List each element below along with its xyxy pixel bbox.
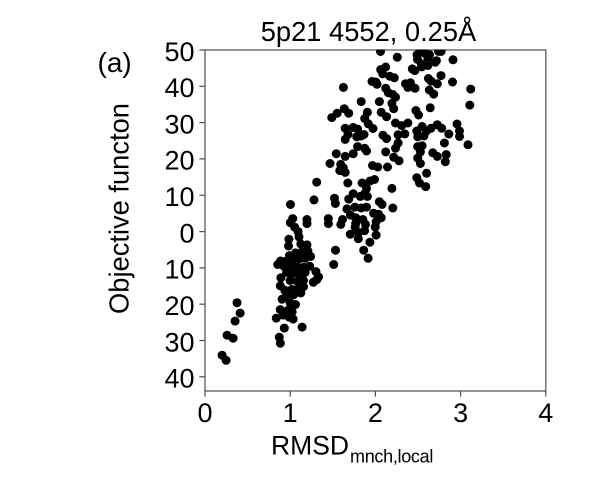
svg-text:3: 3 [453,398,468,428]
svg-text:4: 4 [538,398,553,428]
svg-text:20: 20 [164,291,194,321]
svg-text:20: 20 [164,146,194,176]
svg-text:50: 50 [164,37,194,67]
svg-text:10: 10 [164,182,194,212]
svg-text:mnch,local: mnch,local [350,447,433,467]
svg-text:40: 40 [164,364,194,394]
svg-text:0: 0 [179,218,194,248]
svg-text:2: 2 [368,398,383,428]
svg-text:30: 30 [164,109,194,139]
svg-text:1: 1 [283,398,298,428]
svg-text:RMSD: RMSD [271,431,349,461]
svg-text:5p21 4552, 0.25Å: 5p21 4552, 0.25Å [261,16,477,47]
svg-text:10: 10 [164,255,194,285]
svg-text:Objective functon: Objective functon [104,103,135,314]
svg-text:(a): (a) [98,47,132,78]
svg-text:0: 0 [197,398,212,428]
svg-text:40: 40 [164,73,194,103]
svg-text:30: 30 [164,327,194,357]
